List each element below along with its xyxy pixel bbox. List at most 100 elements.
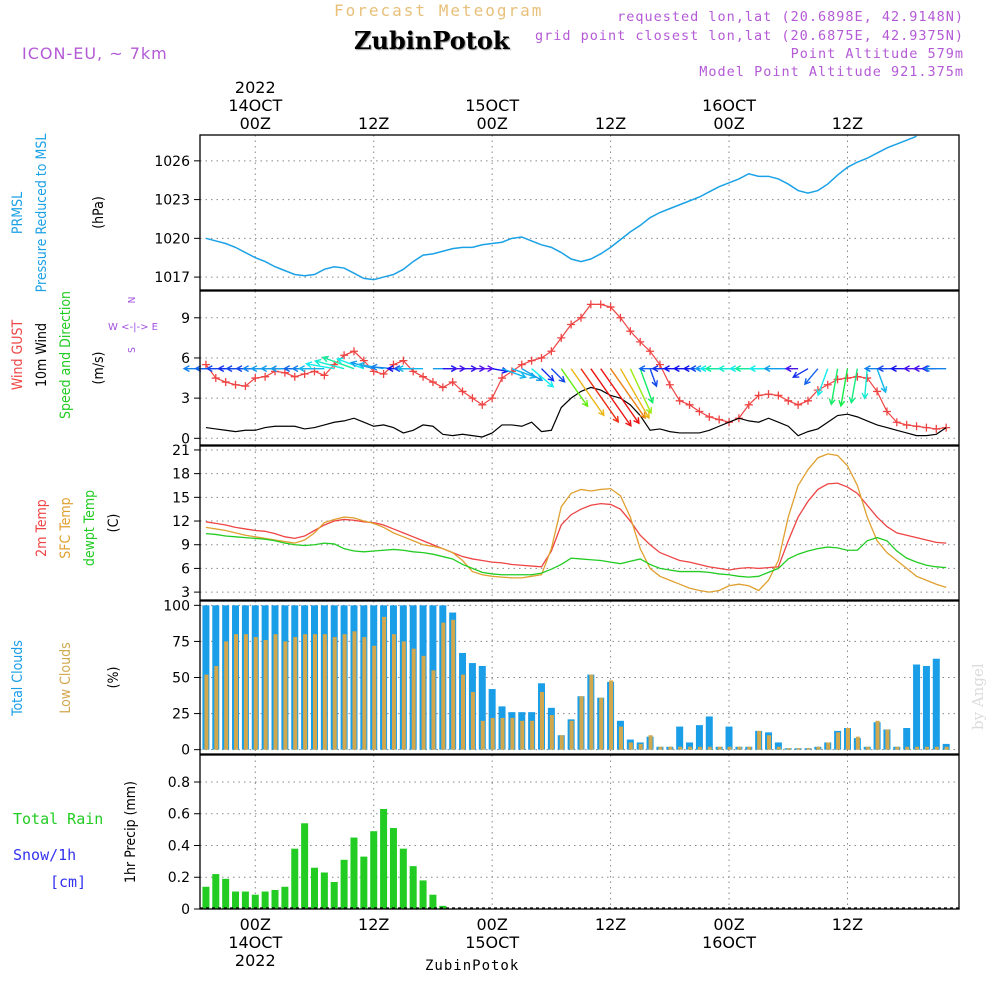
wind-direction-arrow [321, 355, 355, 370]
rain-bar [409, 866, 417, 909]
rain-bar [301, 823, 309, 909]
wind-direction-arrow [541, 368, 555, 382]
low-cloud-bar [451, 619, 456, 750]
gust-marker [527, 356, 536, 365]
precip-unit-label: 1hr Precip (mm) [123, 781, 139, 883]
top-time-label: 00Z [713, 114, 744, 133]
pressure-frame [199, 134, 960, 291]
y-tick-label: 75 [172, 634, 190, 650]
low-cloud-bar [293, 637, 298, 750]
low-cloud-bar [470, 691, 475, 750]
rain-bar [429, 894, 437, 909]
wind-direction-arrow [550, 368, 566, 383]
wind-direction-arrow [784, 365, 799, 373]
gust-marker [744, 400, 753, 409]
low-cloud-bar [490, 717, 495, 750]
low-cloud-bar [303, 634, 308, 750]
low-cloud-bar [599, 697, 604, 750]
wind-unit-label: (m/s) [91, 352, 107, 385]
low-cloud-bar [658, 746, 663, 750]
low-cloud-bar [263, 639, 268, 750]
gust-marker [280, 368, 289, 377]
y-tick-label: 12 [172, 514, 190, 530]
gust-marker [547, 347, 556, 356]
gust-marker [646, 347, 655, 356]
low-cloud-bar [234, 634, 239, 750]
clouds-panel: 0 25 50 75 100 (%) Total Clouds Low Clouds [10, 598, 960, 759]
wind-direction-arrow [531, 368, 555, 388]
gust-marker [665, 380, 674, 389]
low-cloud-bar [569, 720, 574, 750]
bottom-time-label: 00Z [476, 915, 507, 934]
gust-marker [389, 360, 398, 369]
low-cloud-bar [875, 720, 880, 750]
gust-marker [488, 394, 497, 403]
gust-marker [902, 420, 911, 429]
low-cloud-bar [382, 616, 387, 750]
gust-marker [399, 356, 408, 365]
gust-marker [892, 418, 901, 427]
low-cloud-bar [312, 634, 317, 750]
wind-direction-arrow [482, 365, 495, 373]
y-tick-label: 1020 [154, 231, 190, 247]
y-tick-label: 3 [181, 585, 190, 601]
wind-direction-arrow [828, 368, 839, 406]
y-tick-label: 1023 [154, 193, 190, 209]
low-cloud-bar [540, 691, 545, 750]
y-tick-label: 0.4 [168, 838, 190, 854]
rain-bar [419, 880, 427, 909]
low-cloud-bar [253, 637, 258, 750]
rain-bar [320, 872, 328, 909]
gust-marker [606, 303, 615, 312]
gust-marker [221, 378, 230, 387]
sfc-temp-line [205, 453, 947, 593]
wind-direction-arrow [848, 368, 859, 405]
gust-marker [695, 407, 704, 416]
clouds-frame [199, 600, 960, 755]
y-tick-label: 0 [181, 902, 190, 918]
wind-direction-arrow [521, 368, 544, 382]
wind-direction-arrow [763, 365, 789, 373]
gust-marker [764, 390, 773, 399]
y-tick-label: 0.2 [168, 870, 190, 886]
author-signature: by Angel [969, 663, 987, 730]
wind-direction-arrow [297, 365, 325, 373]
gust-marker [803, 396, 812, 405]
gust-marker [715, 415, 724, 424]
rain-bar [281, 886, 289, 909]
gust-marker [636, 337, 645, 346]
wind-direction-arrow [313, 358, 345, 370]
gust-marker [774, 391, 783, 400]
precip-panel: 0 0.2 0.4 0.6 0.8 1hr Precip (mm) Total Rain Sn… [13, 754, 960, 918]
gust-marker [537, 353, 546, 362]
low-cloud-bar [816, 746, 821, 750]
rain-bar [251, 894, 259, 909]
top-time-label: 2022 [235, 78, 276, 97]
rain-bar [212, 874, 220, 909]
gust-marker [241, 382, 250, 391]
low-cloud-bar [431, 670, 436, 750]
total-cloud-bar [932, 658, 940, 750]
total-cloud-bar [695, 725, 703, 750]
gust-marker [596, 300, 605, 309]
low-cloud-bar [342, 634, 347, 750]
temperature-legend-label: SFC Temp [58, 497, 74, 558]
total-cloud-bar [922, 665, 930, 750]
top-time-label: 12Z [595, 114, 626, 133]
total-cloud-bar [686, 742, 694, 750]
low-cloud-bar [401, 641, 406, 750]
wind-direction-arrow [649, 368, 659, 388]
low-cloud-bar [727, 746, 732, 750]
temperature-legend-label: 2m Temp [34, 499, 50, 557]
rain-bar [222, 878, 230, 909]
low-cloud-bar [609, 680, 614, 750]
gust-marker [517, 360, 526, 369]
y-tick-label: 6 [181, 561, 190, 577]
low-cloud-bar [934, 746, 939, 750]
low-cloud-bar [589, 674, 594, 750]
gust-marker [675, 396, 684, 405]
wind-direction-arrow [803, 368, 819, 386]
clouds-legend-label: Total Clouds [10, 640, 26, 717]
wind-direction-arrow [501, 368, 527, 379]
